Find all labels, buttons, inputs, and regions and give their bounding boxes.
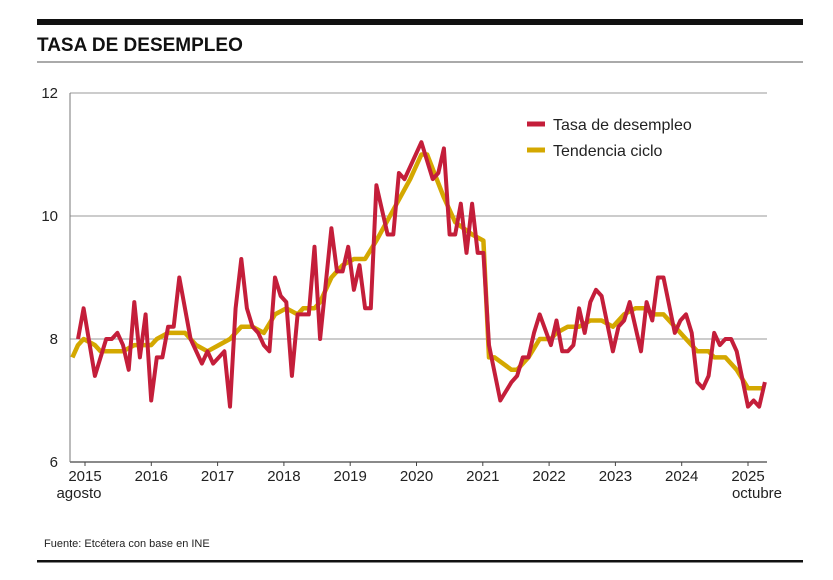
legend-label-tendencia: Tendencia ciclo [553,143,663,160]
x-tick-label: 2018 [267,468,300,485]
y-tick-label: 12 [41,85,58,102]
legend-label-tasa: Tasa de desempleo [553,117,692,134]
x-tick-label: 2022 [532,468,565,485]
x-tick-label: 2025 [731,468,764,485]
x-tick-label: 2015 [68,468,101,485]
legend: Tasa de desempleo Tendencia ciclo [527,117,692,160]
x-end-label: octubre [732,485,782,502]
chart-title: TASA DE DESEMPLEO [37,35,243,56]
top-bar [37,19,803,25]
y-tick-label: 8 [50,331,58,348]
x-tick-label: 2021 [466,468,499,485]
y-tick-label: 6 [50,454,58,471]
series-line-tendencia-ciclo [70,152,765,391]
source-note: Fuente: Etcétera con base en INE [44,538,210,550]
bottom-bar [37,560,803,563]
x-tick-label: 2016 [135,468,168,485]
x-tick-label: 2020 [400,468,433,485]
x-tick-label: 2023 [599,468,632,485]
x-tick-label: 2024 [665,468,698,485]
x-tick-label: 2019 [334,468,367,485]
x-tick-label: 2017 [201,468,234,485]
y-tick-label: 10 [41,208,58,225]
x-start-label: agosto [56,485,101,502]
series-line-tasa-de-desempleo [76,140,767,409]
